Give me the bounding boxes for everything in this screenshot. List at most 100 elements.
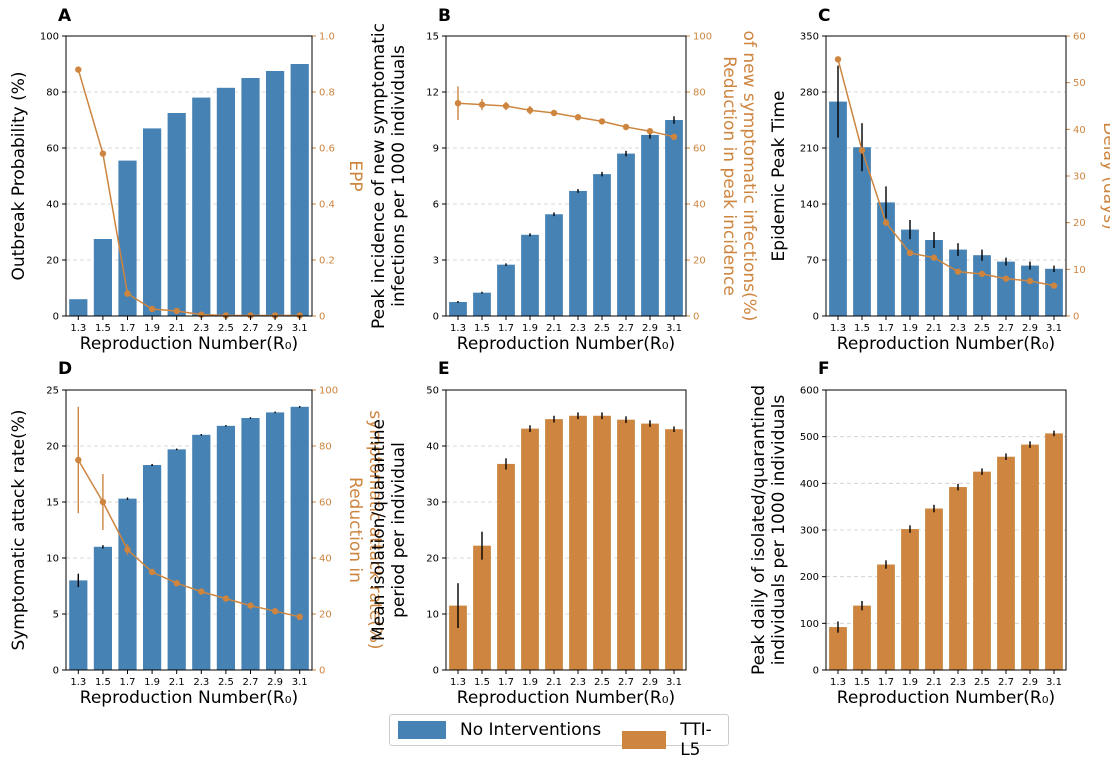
y-tick-label: 0 <box>813 666 819 677</box>
line-point <box>173 307 180 315</box>
bar <box>1045 433 1063 670</box>
line-point <box>454 100 462 107</box>
x-tick-label: 2.1 <box>926 323 942 334</box>
line-point <box>247 312 254 319</box>
x-tick-label: 2.7 <box>998 677 1014 688</box>
y-tick-label: 50 <box>426 386 439 397</box>
bar <box>69 580 88 670</box>
x-axis-title: Reproduction Number(R₀) <box>457 688 675 708</box>
y-axis-title: period per individual <box>389 442 409 618</box>
x-tick-label: 1.5 <box>854 677 870 688</box>
bar <box>265 412 285 670</box>
line-point <box>882 219 890 226</box>
line-point <box>574 114 582 121</box>
panel-e: E 0 10 20 30 40 50 1.3 1.5 1.7 1.9 2.1 2.3 2.5 2.7 2.9 3… <box>369 359 687 708</box>
x-tick-label: 3.1 <box>292 323 308 334</box>
y-axis-title: Peak incidence of new symptomatic <box>369 23 389 329</box>
x-tick-label: 2.3 <box>570 677 586 688</box>
y-tick-label: 20 <box>46 442 59 453</box>
x-tick-label: 2.1 <box>546 677 562 688</box>
x-tick-label: 2.7 <box>618 323 634 334</box>
line-point <box>858 147 866 154</box>
series-line <box>457 102 675 138</box>
y-tick-label: 400 <box>800 479 819 490</box>
legend-item-tti-l5: TTI-L5 <box>622 720 728 760</box>
x-tick-label: 2.7 <box>243 677 259 688</box>
x-tick-label: 2.9 <box>1022 677 1038 688</box>
y-tick-label: 5 <box>53 610 59 621</box>
x-tick-label: 2.5 <box>594 323 610 334</box>
bar <box>901 229 919 316</box>
y2-axis-title: Reduction in peak incidence <box>719 56 739 296</box>
legend-item-no-interventions: No Interventions <box>398 720 601 740</box>
x-tick-label: 1.3 <box>450 323 466 334</box>
bar <box>118 498 137 670</box>
bar <box>949 249 967 316</box>
bar <box>665 120 683 316</box>
y-tick-label: 100 <box>800 619 819 630</box>
line-point <box>271 312 279 319</box>
bar <box>853 605 871 670</box>
bar <box>569 190 587 316</box>
y-tick-label: 40 <box>46 200 59 211</box>
bar <box>167 113 186 316</box>
y-tick-label: 350 <box>800 32 819 43</box>
bar <box>1045 268 1063 316</box>
x-tick-label: 2.5 <box>218 323 234 334</box>
y-tick-label: 0 <box>53 312 59 323</box>
x-tick-label: 2.1 <box>926 677 942 688</box>
line-point <box>954 268 962 275</box>
bar <box>617 419 635 670</box>
x-tick-label: 1.7 <box>498 323 514 334</box>
line-point <box>670 133 678 140</box>
y-tick-label: 9 <box>433 144 439 155</box>
bar <box>93 239 113 316</box>
y2-tick-label: 0.6 <box>319 144 335 155</box>
y2-tick-label: 80 <box>693 88 706 99</box>
y2-tick-label: 20 <box>693 256 706 267</box>
line-point <box>1026 277 1034 285</box>
bar <box>593 415 611 670</box>
bar <box>925 240 943 316</box>
line-point <box>478 101 486 108</box>
y2-tick-label: 80 <box>319 442 332 453</box>
y2-tick-label: 20 <box>1073 218 1086 229</box>
y2-tick-label: 40 <box>319 554 332 565</box>
panel-letter: B <box>438 6 451 26</box>
legend-label: No Interventions <box>460 720 602 740</box>
x-tick-label: 2.3 <box>570 323 586 334</box>
line-point <box>247 602 254 609</box>
y2-tick-label: 50 <box>1073 78 1086 89</box>
y-tick-label: 40 <box>426 442 439 453</box>
y-tick-label: 80 <box>46 88 59 99</box>
panel-f: F 0 100 200 300 400 500 600 1.3 1.5 1.7 1.9 2.1 2.3 2.… <box>749 359 1067 708</box>
bar <box>901 529 919 670</box>
y2-tick-label: 60 <box>693 144 706 155</box>
bar <box>949 487 967 670</box>
x-tick-label: 3.1 <box>1046 323 1062 334</box>
legend: No Interventions TTI-L5 <box>389 714 729 760</box>
y-axis-title: Epidemic Peak Time <box>769 91 789 262</box>
bar <box>925 508 943 670</box>
y2-axis-title: EPP <box>345 160 365 191</box>
bar <box>877 564 895 670</box>
line-point <box>148 568 156 576</box>
y-axis-title: Peak daily of isolated/quarantined <box>749 385 769 675</box>
bar <box>241 418 260 670</box>
y2-tick-label: 100 <box>693 32 712 43</box>
line-point <box>198 588 205 595</box>
y2-tick-label: 0 <box>319 312 325 323</box>
bar <box>617 153 635 316</box>
bar <box>973 255 991 316</box>
x-tick-label: 2.5 <box>218 677 234 688</box>
plot-frame <box>445 35 687 317</box>
line-point <box>271 608 279 615</box>
bar <box>290 406 309 670</box>
bar <box>641 423 659 670</box>
x-tick-label: 2.9 <box>1022 323 1038 334</box>
x-tick-label: 1.9 <box>522 677 538 688</box>
bar <box>1021 444 1039 670</box>
bar <box>265 71 285 316</box>
bar <box>290 64 309 316</box>
